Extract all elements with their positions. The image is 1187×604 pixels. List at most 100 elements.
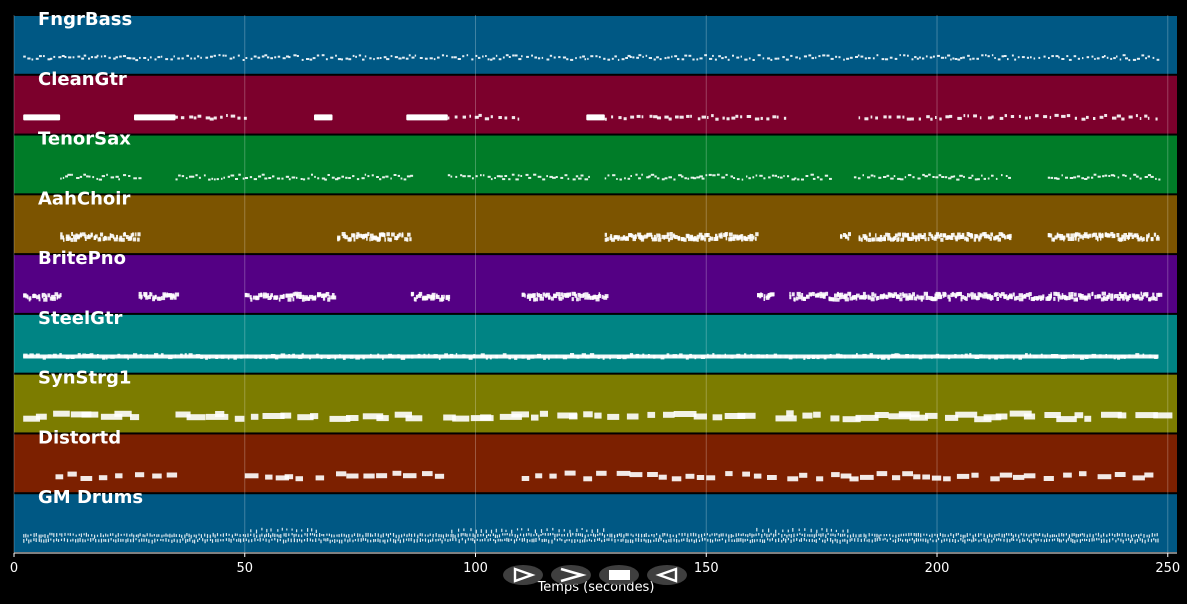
drum-hit xyxy=(545,538,547,542)
drum-hit xyxy=(122,538,124,542)
note xyxy=(987,177,990,180)
note xyxy=(1086,176,1090,179)
note xyxy=(428,353,430,358)
note xyxy=(897,177,901,180)
note xyxy=(1054,113,1059,117)
note xyxy=(295,476,303,482)
drum-hit xyxy=(955,533,957,537)
note xyxy=(822,54,826,57)
drum-hit xyxy=(563,529,565,532)
note xyxy=(853,176,857,179)
note xyxy=(1144,292,1149,297)
drum-hit xyxy=(464,533,466,537)
stop-button[interactable] xyxy=(599,565,639,585)
drum-hit xyxy=(523,537,525,542)
note xyxy=(356,232,360,237)
drum-hit xyxy=(623,534,625,538)
note xyxy=(1021,56,1025,59)
note xyxy=(298,295,302,299)
note xyxy=(899,297,903,302)
note xyxy=(891,293,896,298)
note xyxy=(974,416,992,423)
note xyxy=(787,175,790,178)
note xyxy=(902,115,905,119)
drum-hit xyxy=(655,538,657,542)
drum-hit xyxy=(884,537,886,540)
note xyxy=(328,295,330,299)
note xyxy=(555,354,558,359)
drum-hit xyxy=(1030,539,1033,544)
track-label-synstrg1: SynStrg1 xyxy=(38,368,131,389)
note xyxy=(1101,56,1105,59)
note xyxy=(607,174,610,177)
note xyxy=(679,353,683,358)
note xyxy=(250,57,253,60)
note xyxy=(899,54,901,57)
note xyxy=(27,57,31,60)
note xyxy=(233,355,237,360)
drum-hit xyxy=(698,539,701,543)
drum-hit xyxy=(247,533,249,538)
rewind-icon xyxy=(655,567,678,583)
note xyxy=(86,175,89,178)
note xyxy=(1142,292,1146,297)
drum-hit xyxy=(293,538,295,543)
note xyxy=(437,56,440,59)
note xyxy=(267,296,272,300)
note xyxy=(1086,56,1090,59)
drum-hit xyxy=(424,534,426,537)
drum-hit xyxy=(296,529,298,533)
note xyxy=(222,54,225,57)
drum-hit xyxy=(536,533,538,536)
drum-hit xyxy=(193,534,195,537)
drum-hit xyxy=(315,538,317,543)
note xyxy=(1102,296,1106,300)
drum-hit xyxy=(371,534,374,537)
note xyxy=(957,232,961,237)
rewind-button[interactable] xyxy=(647,565,687,585)
note xyxy=(654,237,658,242)
note xyxy=(894,57,898,60)
note xyxy=(297,414,314,421)
note xyxy=(55,474,64,480)
note xyxy=(419,57,423,59)
note xyxy=(947,54,951,57)
note xyxy=(542,292,546,297)
drum-hit xyxy=(204,539,206,544)
note xyxy=(622,236,627,241)
drum-hit xyxy=(525,533,528,537)
note xyxy=(1106,56,1109,59)
note xyxy=(293,54,297,57)
note xyxy=(270,57,273,60)
note xyxy=(663,235,666,240)
drum-hit xyxy=(1046,538,1048,542)
drum-hit xyxy=(508,538,510,542)
drum-hit xyxy=(422,538,424,542)
drum-hit xyxy=(373,539,375,543)
drum-hit xyxy=(161,534,163,538)
drum-hit xyxy=(458,528,460,532)
drum-hit xyxy=(1134,539,1136,544)
play-button[interactable] xyxy=(503,565,543,585)
drum-hit xyxy=(282,539,285,544)
drum-hit xyxy=(835,529,837,533)
drum-hit xyxy=(939,532,941,537)
note xyxy=(1051,354,1056,358)
note xyxy=(400,355,406,360)
drum-hit xyxy=(871,533,873,536)
drum-hit xyxy=(476,538,478,541)
note xyxy=(138,177,142,180)
note xyxy=(70,237,74,242)
drum-hit xyxy=(548,539,550,544)
drum-hit xyxy=(944,534,946,537)
drum-hit xyxy=(975,538,977,542)
drum-hit xyxy=(66,538,69,543)
note xyxy=(806,294,808,299)
note xyxy=(329,415,351,422)
fast-forward-button[interactable] xyxy=(551,565,591,585)
drum-hit xyxy=(130,539,132,543)
drum-hit xyxy=(538,534,540,538)
note xyxy=(1142,353,1145,358)
note xyxy=(42,355,46,360)
note xyxy=(629,353,634,358)
